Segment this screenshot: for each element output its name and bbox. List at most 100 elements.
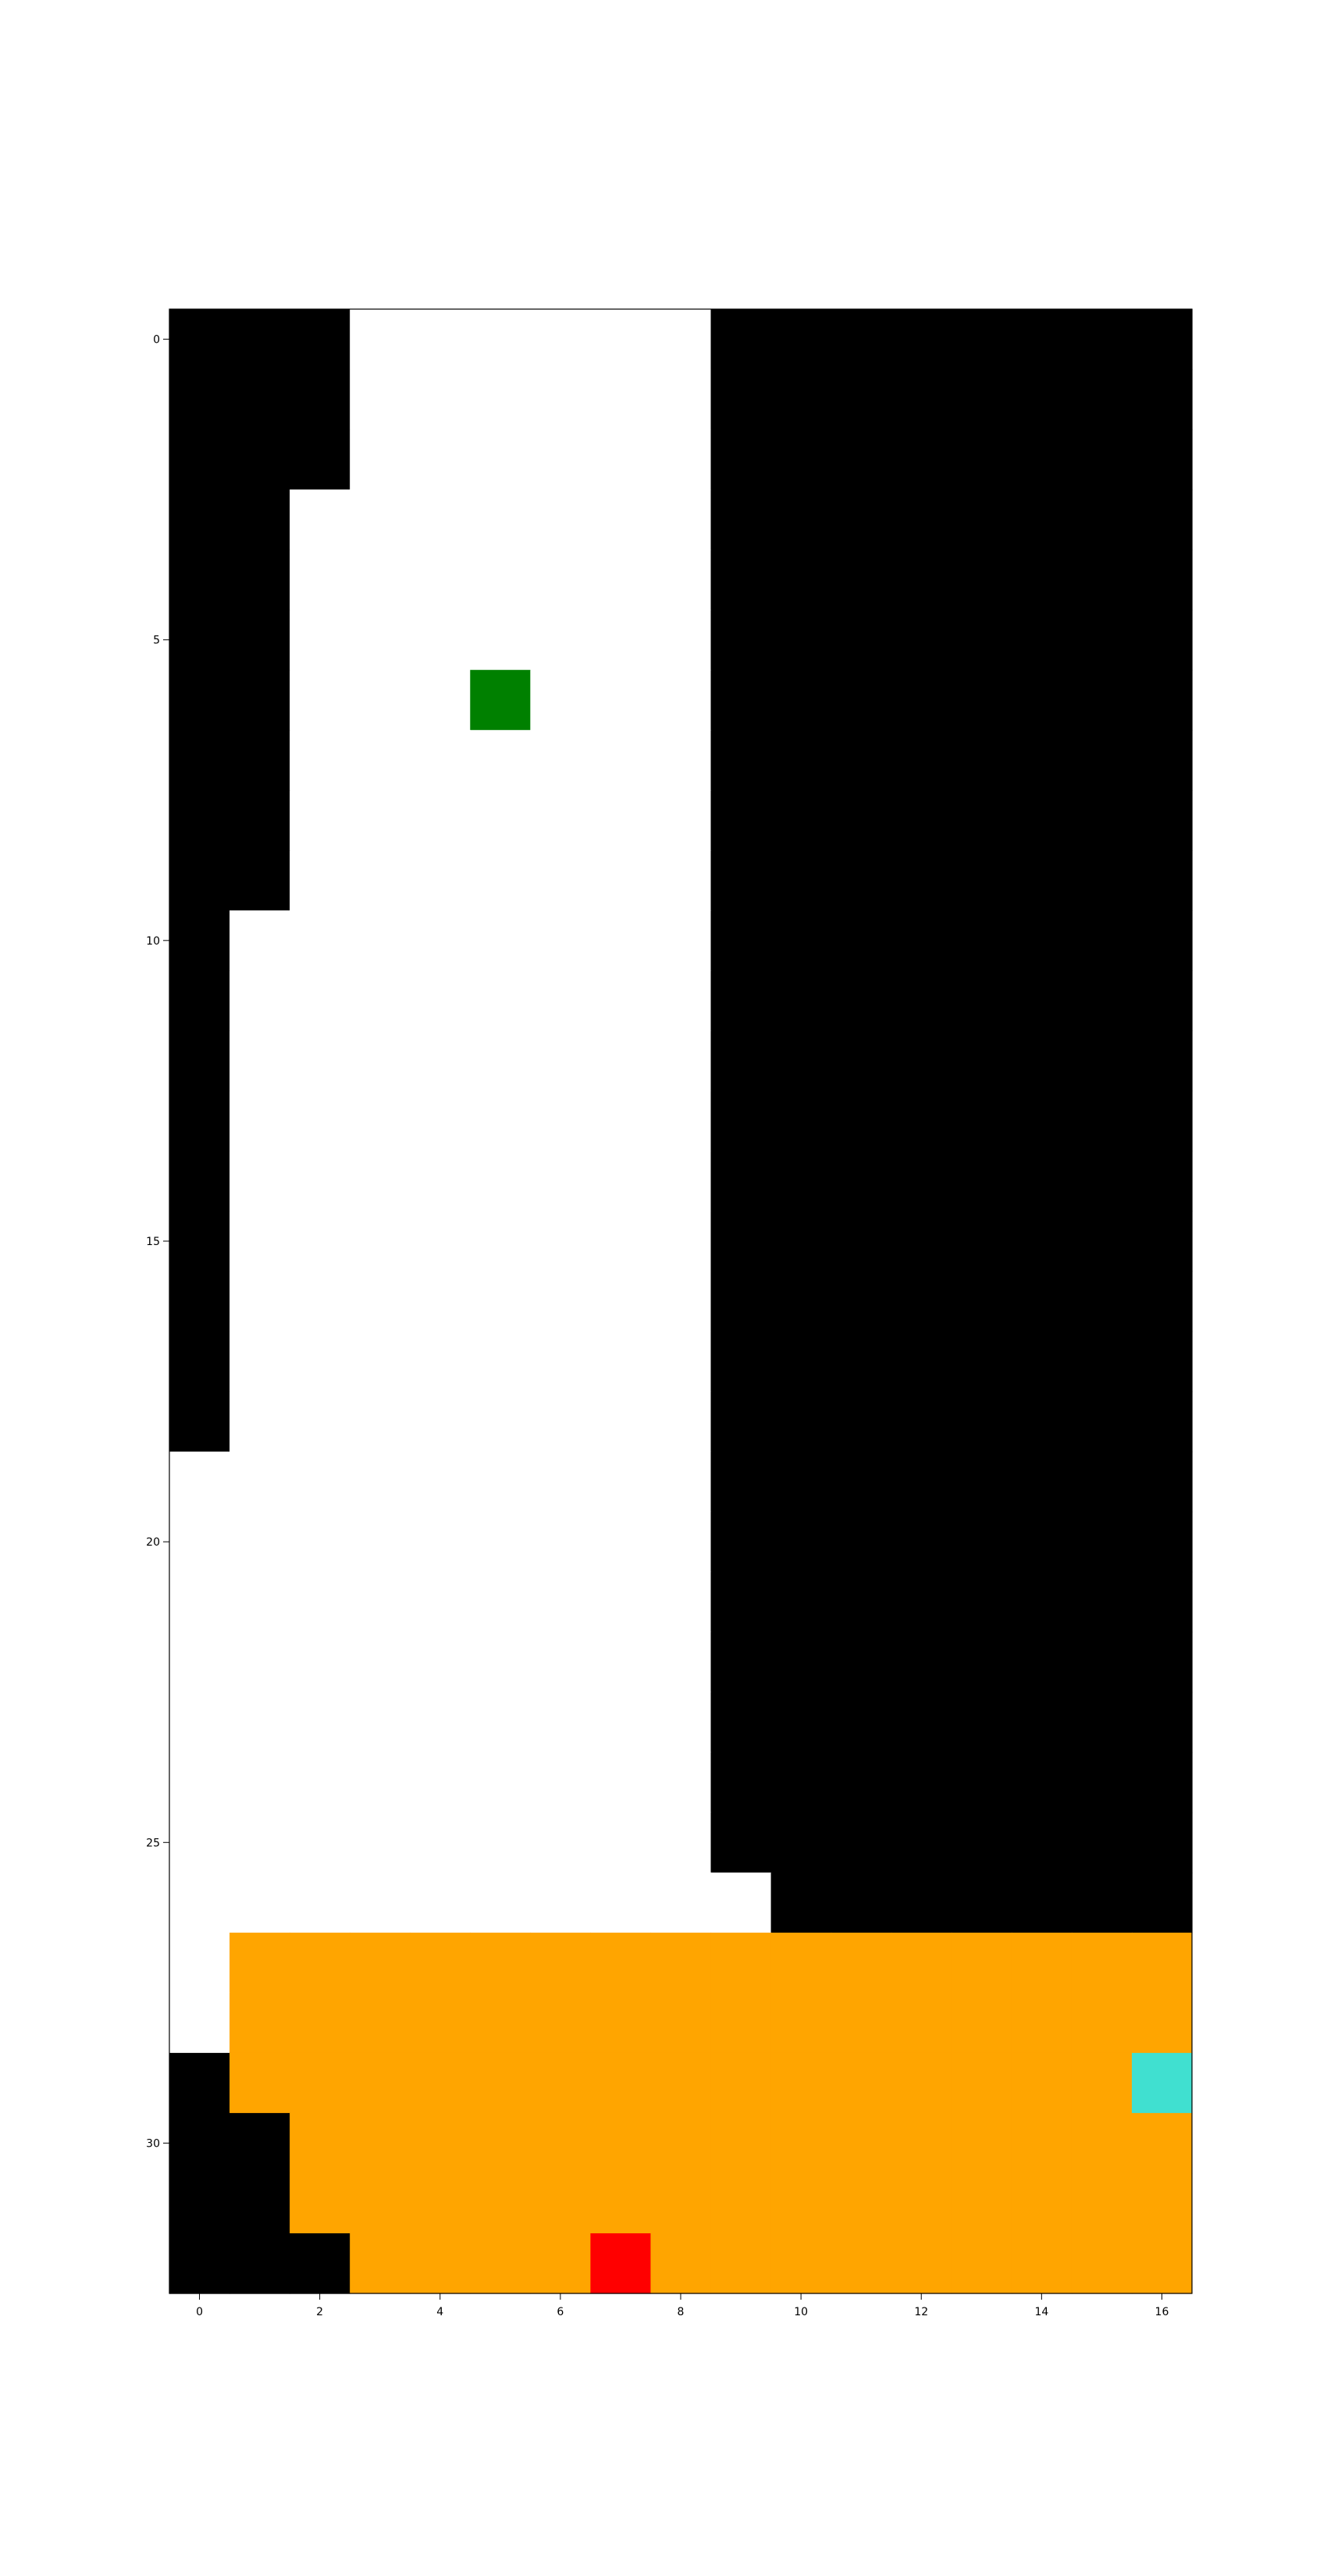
heatmap-cell (891, 970, 952, 1031)
heatmap-cell (650, 1030, 712, 1091)
heatmap-cell (530, 429, 592, 490)
heatmap-cell (710, 1571, 772, 1633)
heatmap-cell (350, 1211, 411, 1272)
heatmap-cell (350, 1030, 411, 1091)
heatmap-cell (1131, 910, 1193, 971)
heatmap-cell (831, 429, 892, 490)
x-tick-label: 8 (678, 2306, 685, 2318)
heatmap-cell (1071, 1812, 1133, 1873)
heatmap-cell (1011, 1752, 1073, 1813)
heatmap-cell (470, 1812, 531, 1873)
heatmap-cell (770, 550, 832, 610)
heatmap-cell (350, 1752, 411, 1813)
heatmap-cell (530, 1331, 592, 1393)
heatmap-cell (410, 309, 471, 370)
heatmap-cell (650, 1992, 712, 2054)
heatmap-cell (770, 970, 832, 1031)
heatmap-cell (650, 2052, 712, 2114)
heatmap-cell (951, 2233, 1012, 2294)
y-tick-label: 10 (146, 935, 160, 948)
heatmap-cell (530, 610, 592, 671)
heatmap-cell (710, 610, 772, 671)
heatmap-cell (1011, 1451, 1073, 1513)
heatmap-cell (410, 369, 471, 430)
heatmap-cell (1131, 1211, 1193, 1272)
heatmap-cell (1071, 1752, 1133, 1813)
heatmap-cell (831, 2112, 892, 2174)
heatmap-cell (590, 610, 652, 671)
heatmap-cell (831, 369, 892, 430)
heatmap-cell (229, 970, 290, 1031)
heatmap-cell (1071, 730, 1133, 791)
heatmap-cell (169, 1812, 230, 1873)
heatmap-cell (710, 1331, 772, 1393)
heatmap-cell (290, 2112, 350, 2174)
heatmap-cell (770, 850, 832, 911)
heatmap-cell (770, 1211, 832, 1272)
heatmap-cell (410, 429, 471, 490)
heatmap-cell (1011, 369, 1073, 430)
heatmap-cell (169, 790, 230, 851)
heatmap-cell (1011, 2112, 1073, 2174)
heatmap-cell (1071, 309, 1133, 370)
heatmap-cell (590, 1091, 652, 1152)
heatmap-cell (290, 1451, 350, 1513)
heatmap-cell (650, 1812, 712, 1873)
heatmap-cell (710, 1812, 772, 1873)
heatmap-cell (1071, 429, 1133, 490)
heatmap-cell (1071, 1631, 1133, 1693)
heatmap-cell (290, 850, 350, 911)
heatmap-cell (831, 910, 892, 971)
heatmap-cell (710, 850, 772, 911)
heatmap-cell (1071, 2172, 1133, 2234)
heatmap-cell (590, 1451, 652, 1513)
heatmap-cell (891, 489, 952, 550)
heatmap-cell (770, 1872, 832, 1934)
heatmap-cell (710, 1872, 772, 1934)
heatmap-cell (1011, 1030, 1073, 1091)
heatmap-cell (350, 489, 411, 550)
heatmap-cell (951, 1091, 1012, 1152)
heatmap-cell (229, 1451, 290, 1513)
heatmap-cell (891, 850, 952, 911)
heatmap-cell (229, 1571, 290, 1633)
heatmap-cell (169, 1030, 230, 1091)
heatmap-cell (290, 1030, 350, 1091)
heatmap-cell (831, 730, 892, 791)
heatmap-cell (831, 1631, 892, 1693)
heatmap-cell (229, 1331, 290, 1393)
heatmap-cell (891, 1571, 952, 1633)
heatmap-cell (169, 730, 230, 791)
heatmap-cell (710, 1992, 772, 2054)
heatmap-cell (1131, 550, 1193, 610)
heatmap-cell (530, 790, 592, 851)
heatmap-cell (350, 1331, 411, 1393)
x-tick-label: 6 (557, 2306, 564, 2318)
heatmap-cell (530, 1752, 592, 1813)
heatmap-cell (470, 1451, 531, 1513)
heatmap-cell (169, 1631, 230, 1693)
heatmap-cell (1011, 1211, 1073, 1272)
heatmap-cell (650, 1211, 712, 1272)
heatmap-cell (951, 1211, 1012, 1272)
heatmap-cell (831, 790, 892, 851)
heatmap-cell (770, 1571, 832, 1633)
heatmap-cell (290, 1872, 350, 1934)
heatmap-cell (710, 1631, 772, 1693)
heatmap-cell (1131, 429, 1193, 490)
heatmap-cell (891, 369, 952, 430)
heatmap-cell (831, 1812, 892, 1873)
heatmap-cell (1011, 730, 1073, 791)
heatmap-cell (770, 1992, 832, 2054)
heatmap-cell (650, 610, 712, 671)
heatmap-cell (951, 1692, 1012, 1753)
heatmap-cell (350, 730, 411, 791)
heatmap-cell (951, 1331, 1012, 1393)
heatmap-cell (831, 1992, 892, 2054)
heatmap-cell (1071, 1451, 1133, 1513)
heatmap-cell (770, 1631, 832, 1693)
heatmap-cell (290, 730, 350, 791)
heatmap-cell (891, 910, 952, 971)
heatmap-cell (650, 2112, 712, 2174)
heatmap-cell (530, 670, 592, 731)
